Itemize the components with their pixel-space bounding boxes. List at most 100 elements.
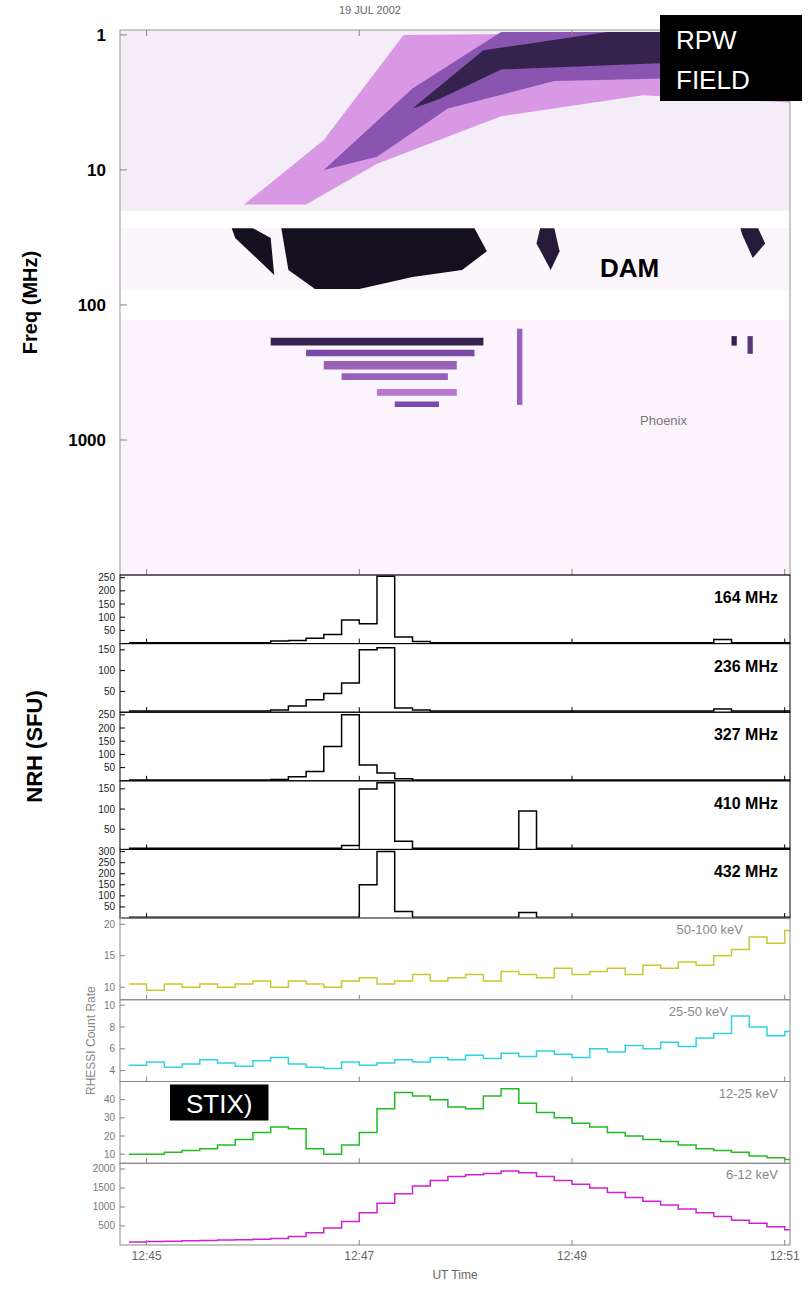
y-tick: [120, 577, 125, 578]
y-tick: [120, 439, 127, 440]
y-tick-label: 50: [104, 762, 116, 773]
y-tick: [120, 1005, 125, 1006]
emission: [517, 329, 522, 405]
series-line: [129, 783, 790, 848]
panel-frame: [120, 712, 790, 781]
y-tick: [120, 906, 125, 907]
y-tick-label: 300: [98, 846, 115, 857]
panel-frame: [120, 1000, 790, 1082]
y-tick: [120, 1187, 125, 1188]
x-tick: [784, 1077, 785, 1082]
x-tick-label: 12:45: [132, 1249, 162, 1263]
y-tick-label: 50: [104, 625, 116, 636]
y-tick-label: 500: [98, 1220, 115, 1231]
x-tick: [146, 844, 147, 849]
x-tick: [784, 1158, 785, 1163]
x-axis-title: UT Time: [432, 1268, 477, 1282]
y-tick-label: 40: [104, 1094, 116, 1105]
emission: [324, 361, 457, 369]
y-tick-label: 100: [98, 749, 115, 760]
x-tick: [359, 776, 360, 781]
x-tick: [146, 1077, 147, 1082]
y-tick: [120, 809, 125, 810]
y-tick: [120, 987, 125, 988]
x-tick: [146, 913, 147, 918]
y-tick-label: 100: [78, 296, 106, 315]
instrument-box: [660, 15, 802, 101]
x-tick: [571, 913, 572, 918]
y-tick: [120, 873, 125, 874]
y-tick-label: 1000: [93, 1201, 116, 1212]
x-tick: [784, 569, 785, 575]
y-tick-label: 100: [98, 612, 115, 623]
series-line: [129, 931, 790, 991]
y-tick: [120, 1225, 125, 1226]
y-tick: [120, 851, 125, 852]
y-axis-title: NRH (SFU): [22, 690, 47, 802]
x-tick: [359, 569, 360, 575]
x-tick: [146, 995, 147, 1000]
x-tick: [571, 995, 572, 1000]
y-tick-label: 200: [98, 868, 115, 879]
panel-label: 432 MHz: [714, 863, 778, 880]
x-tick: [146, 1158, 147, 1163]
x-tick: [784, 776, 785, 781]
y-tick-label: 250: [98, 572, 115, 583]
panel-label: 410 MHz: [714, 795, 778, 812]
y-tick: [120, 670, 125, 671]
emission: [732, 336, 737, 346]
panel-frame: [120, 644, 790, 713]
x-tick: [571, 707, 572, 712]
y-tick-label: 50: [104, 824, 116, 835]
y-tick: [120, 604, 125, 605]
y-tick-label: 50: [104, 901, 116, 912]
spectrogram-frame: [120, 30, 790, 575]
panel-plot: [129, 1089, 790, 1160]
y-tick: [120, 630, 125, 631]
title: 19 JUL 2002: [339, 4, 401, 16]
panel-plot: [129, 648, 790, 711]
y-axis-title: Freq (MHz): [19, 251, 41, 354]
x-tick: [784, 639, 785, 644]
y-tick-label: 50: [104, 686, 116, 697]
y-tick-label: 8: [109, 1022, 115, 1033]
x-tick: [359, 1077, 360, 1082]
y-axis-title: RHESSI Count Rate: [84, 986, 98, 1095]
y-tick-label: 1000: [68, 431, 106, 450]
y-tick: [120, 728, 125, 729]
panel-label: 164 MHz: [714, 589, 778, 606]
y-tick: [120, 741, 125, 742]
emission: [306, 350, 474, 357]
y-tick: [120, 714, 125, 715]
y-tick: [120, 955, 125, 956]
y-tick-label: 150: [98, 599, 115, 610]
band: [120, 228, 790, 290]
panel-label: 6-12 keV: [726, 1167, 778, 1182]
y-tick-label: 250: [98, 709, 115, 720]
y-tick: [120, 1117, 125, 1118]
y-tick: [120, 788, 125, 789]
series-line: [129, 1171, 790, 1242]
x-tick: [784, 707, 785, 712]
y-tick: [120, 829, 125, 830]
x-tick: [146, 776, 147, 781]
instrument-label: Phoenix: [640, 413, 687, 428]
emission: [748, 336, 753, 354]
x-tick-label: 12:47: [344, 1249, 374, 1263]
panel-frame: [120, 1163, 790, 1245]
x-tick: [784, 995, 785, 1000]
x-tick: [146, 569, 147, 575]
x-tick: [146, 707, 147, 712]
series-line: [129, 1089, 790, 1160]
y-tick-label: 10: [104, 1000, 116, 1011]
y-tick-label: 200: [98, 585, 115, 596]
y-tick: [120, 767, 125, 768]
x-tick-label: 12:51: [770, 1249, 800, 1263]
panel-label: 327 MHz: [714, 726, 778, 743]
panel-plot: [129, 576, 790, 643]
x-tick: [359, 707, 360, 712]
x-tick: [784, 1240, 785, 1245]
y-tick-label: 250: [98, 857, 115, 868]
panel-plot: [129, 1016, 790, 1068]
y-tick-label: 20: [104, 919, 116, 930]
